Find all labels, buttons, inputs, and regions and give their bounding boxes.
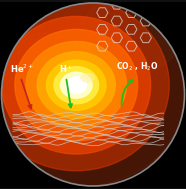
Ellipse shape	[26, 42, 126, 129]
Ellipse shape	[18, 33, 86, 89]
Text: H$^{+}$: H$^{+}$	[59, 64, 72, 75]
Ellipse shape	[81, 74, 94, 82]
Ellipse shape	[26, 40, 67, 74]
Ellipse shape	[2, 16, 151, 154]
Ellipse shape	[75, 0, 185, 78]
Circle shape	[1, 3, 185, 186]
Ellipse shape	[54, 67, 99, 104]
Ellipse shape	[0, 0, 169, 171]
Text: He$^{2+}$: He$^{2+}$	[10, 63, 34, 75]
Text: CO$_2$ , H$_2$O: CO$_2$ , H$_2$O	[116, 60, 158, 73]
Ellipse shape	[15, 29, 138, 141]
Ellipse shape	[60, 72, 92, 98]
Ellipse shape	[66, 77, 86, 94]
Ellipse shape	[37, 52, 115, 119]
Ellipse shape	[46, 60, 106, 110]
